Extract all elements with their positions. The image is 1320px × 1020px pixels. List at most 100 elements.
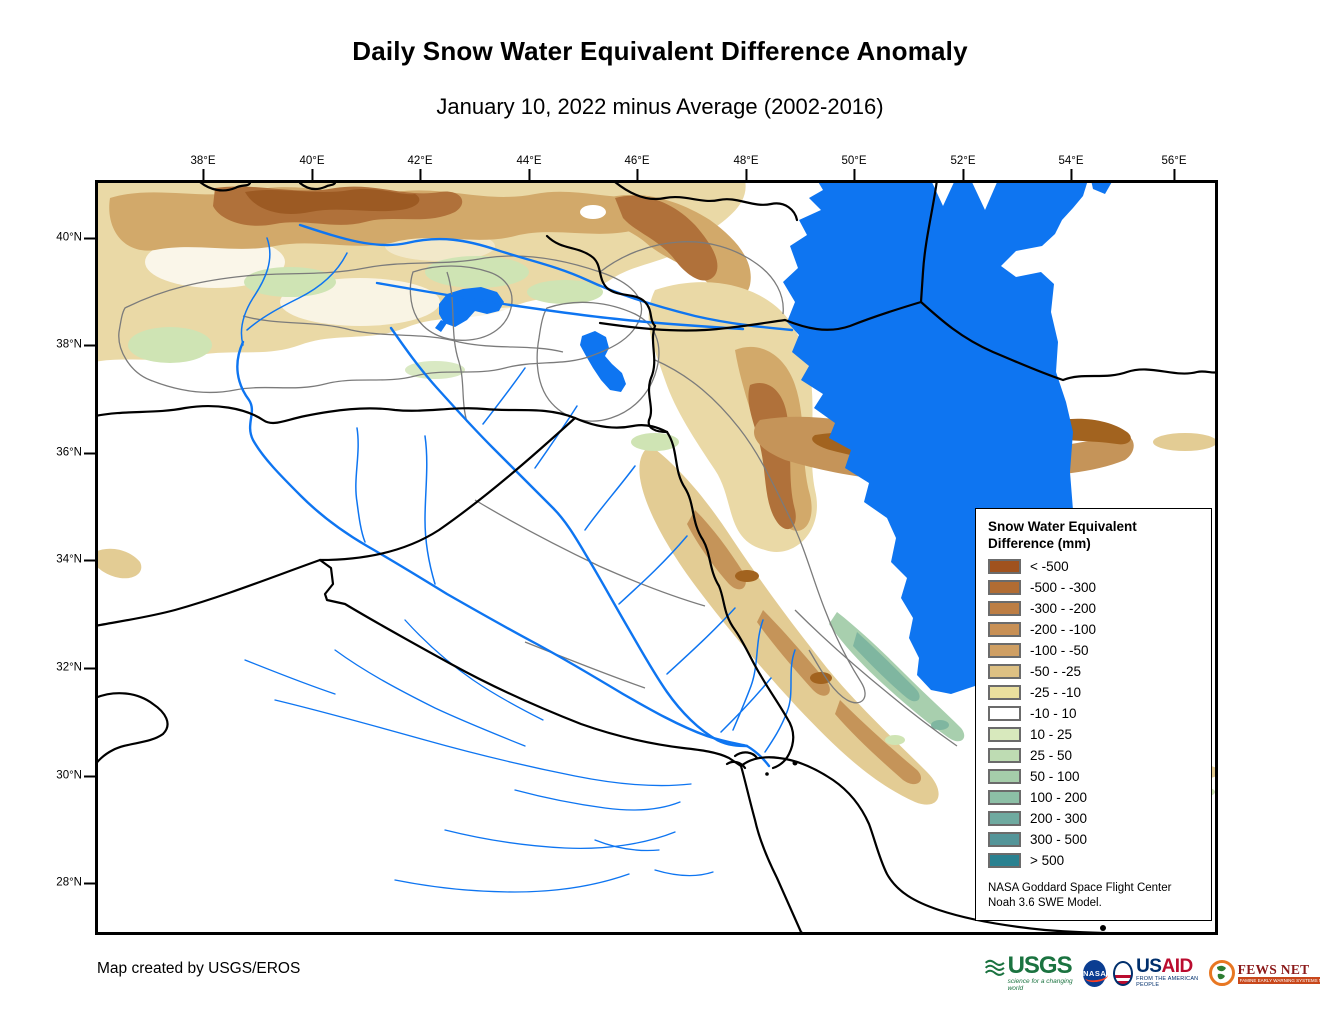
legend-label: -200 - -100 bbox=[1030, 622, 1097, 637]
legend-label: -100 - -50 bbox=[1030, 643, 1089, 658]
basin-boundaries bbox=[118, 241, 958, 747]
lon-tick-label: 42°E bbox=[407, 155, 433, 167]
lat-tick-label: 30°N bbox=[56, 769, 82, 782]
kura-river bbox=[298, 223, 794, 332]
lon-tick-label: 50°E bbox=[841, 155, 867, 167]
usgs-tagline: science for a changing world bbox=[1007, 977, 1073, 992]
usgs-wave-icon bbox=[984, 959, 1005, 976]
fewsnet-logo: FEWS NET FAMINE EARLY WARNING SYSTEMS NE… bbox=[1208, 960, 1320, 986]
map-frame bbox=[95, 180, 1218, 935]
turkey-syria-border bbox=[95, 405, 577, 424]
lat-tick-mark bbox=[84, 559, 95, 561]
lon-tick: 50°E bbox=[841, 155, 867, 180]
legend-row: -300 - -200 bbox=[988, 598, 1211, 619]
legend-swatch bbox=[988, 769, 1021, 784]
legend-label: 300 - 500 bbox=[1030, 832, 1088, 847]
lat-tick-mark bbox=[84, 344, 95, 346]
lat-tick-label: 36°N bbox=[56, 446, 82, 459]
lon-tick-label: 52°E bbox=[950, 155, 976, 167]
legend-row: -200 - -100 bbox=[988, 619, 1211, 640]
lon-tick-label: 44°E bbox=[516, 155, 542, 167]
shatt-al-arab bbox=[745, 744, 771, 768]
legend-row: < -500 bbox=[988, 556, 1211, 577]
page-title: Daily Snow Water Equivalent Difference A… bbox=[352, 36, 968, 66]
lat-tick: 28°N bbox=[38, 877, 95, 890]
legend-row: 25 - 50 bbox=[988, 745, 1211, 766]
country-borders bbox=[95, 180, 1218, 935]
legend-label: > 500 bbox=[1030, 853, 1065, 868]
usaid-logo: USAID FROM THE AMERICAN PEOPLE bbox=[1113, 956, 1201, 988]
legend-label: -500 - -300 bbox=[1030, 580, 1097, 595]
lat-tick-mark bbox=[84, 237, 95, 239]
lon-tick: 54°E bbox=[1058, 155, 1084, 180]
legend-swatch bbox=[988, 706, 1021, 721]
lon-tick-mark bbox=[636, 169, 638, 180]
lat-tick: 30°N bbox=[38, 770, 95, 783]
lat-tick-mark bbox=[84, 667, 95, 669]
legend-entries: < -500 -500 - -300 -300 - -200 -200 - -1… bbox=[976, 556, 1211, 871]
turkey-iraq-border bbox=[573, 416, 669, 434]
tigris-river bbox=[389, 326, 749, 748]
legend-label: -50 - -25 bbox=[1030, 664, 1082, 679]
gulf-west-coast bbox=[739, 764, 807, 935]
legend-label: 50 - 100 bbox=[1030, 769, 1080, 784]
legend-swatch bbox=[988, 622, 1021, 637]
legend-label: 100 - 200 bbox=[1030, 790, 1088, 805]
legend-label: 25 - 50 bbox=[1030, 748, 1073, 763]
fewsnet-tagline: FAMINE EARLY WARNING SYSTEMS NETWORK bbox=[1237, 976, 1320, 984]
legend-row: -25 - -10 bbox=[988, 682, 1211, 703]
usaid-tagline: FROM THE AMERICAN PEOPLE bbox=[1136, 976, 1199, 988]
lon-tick-mark bbox=[419, 169, 421, 180]
legend-label: 200 - 300 bbox=[1030, 811, 1088, 826]
legend-label: 10 - 25 bbox=[1030, 727, 1073, 742]
lat-tick: 34°N bbox=[38, 554, 95, 567]
islands bbox=[765, 760, 1106, 931]
lat-tick-mark bbox=[84, 882, 95, 884]
lat-tick: 38°N bbox=[38, 339, 95, 352]
legend-row: 300 - 500 bbox=[988, 829, 1211, 850]
lon-tick-label: 56°E bbox=[1161, 155, 1187, 167]
legend-row: 10 - 25 bbox=[988, 724, 1211, 745]
legend-swatch bbox=[988, 664, 1021, 679]
lat-tick-mark bbox=[84, 452, 95, 454]
lon-tick: 44°E bbox=[516, 155, 542, 180]
map-canvas[interactable] bbox=[95, 180, 1218, 935]
legend-swatch bbox=[988, 559, 1021, 574]
legend-row: -100 - -50 bbox=[988, 640, 1211, 661]
legend-swatch bbox=[988, 811, 1021, 826]
lat-tick-label: 40°N bbox=[56, 231, 82, 244]
lon-tick-label: 40°E bbox=[299, 155, 325, 167]
legend-row: -10 - 10 bbox=[988, 703, 1211, 724]
legend-label: -10 - 10 bbox=[1030, 706, 1077, 721]
nasa-wordmark: NASA bbox=[1083, 968, 1107, 978]
lat-tick: 40°N bbox=[38, 232, 95, 245]
lat-tick-mark bbox=[84, 775, 95, 777]
lon-tick: 46°E bbox=[624, 155, 650, 180]
fewsnet-globe-icon bbox=[1208, 960, 1235, 986]
turkey-iran-border bbox=[647, 324, 669, 434]
legend-swatch bbox=[988, 853, 1021, 868]
lake-urmia bbox=[580, 331, 626, 392]
lon-tick-mark bbox=[962, 169, 964, 180]
fewsnet-wordmark: FEWS NET bbox=[1237, 961, 1310, 977]
legend-row: 200 - 300 bbox=[988, 808, 1211, 829]
saudi-iraq-border bbox=[318, 558, 743, 768]
lon-tick-mark bbox=[202, 169, 204, 180]
lat-tick-label: 32°N bbox=[56, 661, 82, 674]
usaid-wordmark: USAID bbox=[1136, 956, 1193, 977]
map-credit: Map created by USGS/EROS bbox=[97, 960, 301, 977]
legend-label: -300 - -200 bbox=[1030, 601, 1097, 616]
river-network bbox=[236, 223, 796, 893]
legend-row: 100 - 200 bbox=[988, 787, 1211, 808]
legend-row: 50 - 100 bbox=[988, 766, 1211, 787]
usaid-seal-icon bbox=[1113, 960, 1134, 986]
syria-iraq-border bbox=[318, 416, 577, 562]
caspian-maritime-borders bbox=[783, 180, 1218, 382]
lon-tick-mark bbox=[311, 169, 313, 180]
lon-tick-mark bbox=[528, 169, 530, 180]
legend-swatch bbox=[988, 643, 1021, 658]
terrain-layer bbox=[95, 180, 1218, 805]
iran-iraq-border bbox=[665, 430, 795, 770]
lon-tick: 48°E bbox=[733, 155, 759, 180]
